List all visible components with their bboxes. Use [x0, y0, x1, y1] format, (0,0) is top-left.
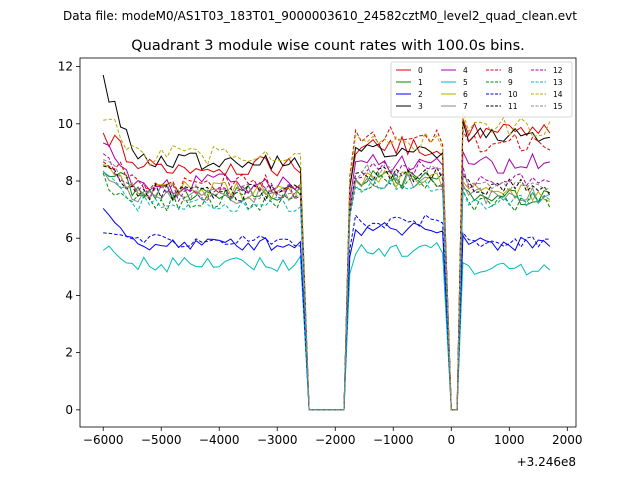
axes-frame — [79, 57, 577, 428]
chart-title: Quadrant 3 module wise count rates with … — [131, 38, 525, 54]
legend-label-12: 12 — [553, 66, 563, 75]
x-offset-label: +3.246e8 — [517, 455, 576, 469]
figure-suptitle: Data file: modeM0/AS1T03_183T01_90000036… — [63, 9, 577, 23]
plot-area — [102, 74, 551, 411]
x-tick-label: −2000 — [315, 433, 356, 447]
x-tick-label: 1000 — [494, 433, 525, 447]
legend-label-13: 13 — [553, 78, 563, 87]
legend-label-11: 11 — [508, 102, 518, 111]
x-tick-label: −5000 — [141, 433, 182, 447]
x-tick-label: −3000 — [257, 433, 298, 447]
legend-label-1: 1 — [418, 78, 423, 87]
legend-label-5: 5 — [463, 78, 468, 87]
x-tick-label: −1000 — [373, 433, 414, 447]
legend-label-10: 10 — [508, 90, 518, 99]
legend-label-4: 4 — [463, 66, 468, 75]
x-tick-label: −4000 — [199, 433, 240, 447]
legend-label-7: 7 — [463, 102, 468, 111]
y-tick-label: 4 — [65, 288, 73, 302]
x-tick-label: 2000 — [552, 433, 583, 447]
y-tick-label: 2 — [65, 346, 73, 360]
legend-label-2: 2 — [418, 90, 423, 99]
y-tick-label: 12 — [58, 60, 73, 74]
legend-label-9: 9 — [508, 78, 513, 87]
y-axis: 0 2 4 6 8 10 12 — [58, 60, 80, 417]
legend-box — [390, 61, 573, 118]
series-line-11 — [103, 165, 551, 411]
y-tick-label: 8 — [65, 174, 73, 188]
legend-label-3: 3 — [418, 102, 423, 111]
series-line-9 — [102, 171, 551, 411]
legend-label-15: 15 — [553, 102, 563, 111]
legend-label-0: 0 — [418, 66, 423, 75]
x-axis: −6000 −5000 −4000 −3000 −2000 −1000 0 1000 2000 — [83, 427, 583, 447]
y-tick-label: 10 — [58, 117, 73, 131]
series-line-13 — [102, 171, 551, 411]
y-tick-label: 6 — [65, 231, 73, 245]
legend-label-14: 14 — [553, 90, 563, 99]
x-tick-label: 0 — [447, 433, 455, 447]
y-tick-label: 0 — [65, 403, 73, 417]
legend-label-8: 8 — [508, 66, 513, 75]
series-line-15 — [103, 159, 550, 411]
x-tick-label: −6000 — [83, 433, 124, 447]
legend-label-6: 6 — [463, 90, 468, 99]
